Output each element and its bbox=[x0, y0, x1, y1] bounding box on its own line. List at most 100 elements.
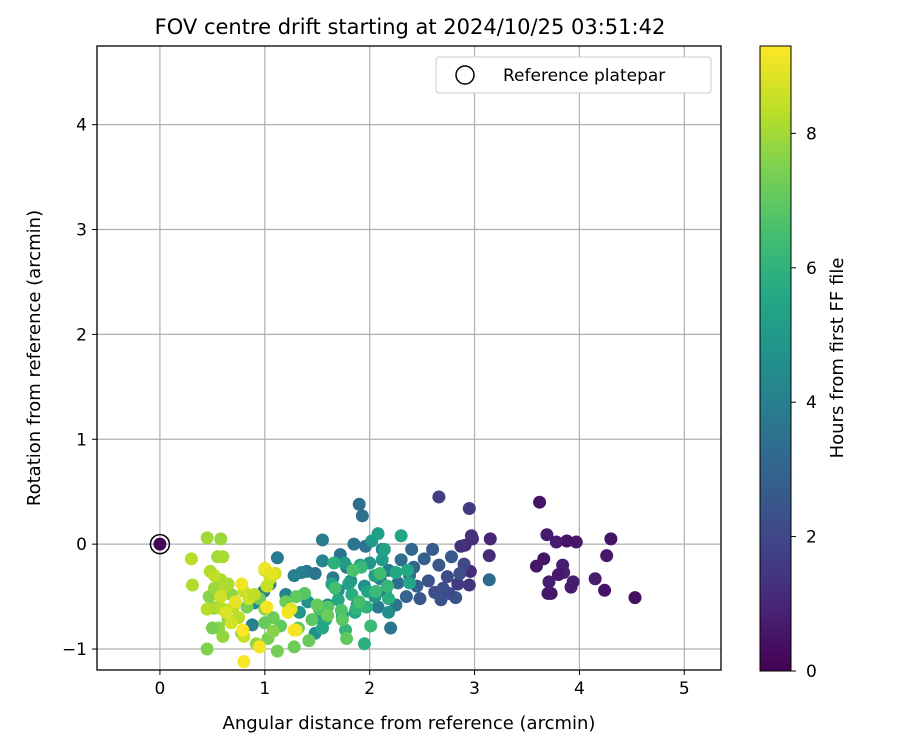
data-point bbox=[482, 549, 496, 563]
data-point bbox=[287, 623, 301, 637]
x-tick-label: 5 bbox=[679, 679, 690, 699]
data-point bbox=[482, 573, 496, 587]
data-point bbox=[364, 619, 378, 633]
data-point bbox=[270, 551, 284, 565]
data-point bbox=[451, 577, 465, 591]
colorbar-label: Hours from first FF file bbox=[827, 258, 848, 459]
data-point bbox=[400, 563, 414, 577]
data-point bbox=[421, 574, 435, 588]
data-point bbox=[214, 532, 228, 546]
data-point bbox=[228, 595, 242, 609]
data-point bbox=[483, 532, 497, 546]
y-axis-label: Rotation from reference (arcmin) bbox=[24, 210, 45, 506]
data-point bbox=[281, 605, 295, 619]
data-point bbox=[346, 563, 360, 577]
colorbar-tick-label: 6 bbox=[806, 259, 817, 279]
data-point bbox=[184, 552, 198, 566]
data-point bbox=[384, 621, 398, 635]
data-point bbox=[315, 621, 329, 635]
colorbar: 0 2 4 6 8 Hours from first FF file bbox=[759, 45, 848, 682]
data-point bbox=[541, 586, 555, 600]
data-point bbox=[328, 581, 342, 595]
data-point bbox=[454, 539, 468, 553]
data-point bbox=[310, 598, 324, 612]
data-point bbox=[542, 575, 556, 589]
y-tick-label: −1 bbox=[62, 640, 87, 660]
data-point bbox=[305, 613, 319, 627]
data-point bbox=[264, 567, 278, 581]
data-point bbox=[270, 644, 284, 658]
data-point bbox=[287, 640, 301, 654]
data-point bbox=[352, 595, 366, 609]
data-point bbox=[352, 497, 366, 511]
legend: Reference platepar bbox=[435, 56, 712, 94]
data-point bbox=[533, 495, 547, 509]
data-point bbox=[413, 592, 427, 606]
colorbar-tick-label: 4 bbox=[806, 393, 817, 413]
data-point bbox=[200, 531, 214, 545]
data-point bbox=[462, 578, 476, 592]
data-point bbox=[394, 553, 408, 567]
data-point bbox=[371, 527, 385, 541]
x-tick-label: 1 bbox=[259, 679, 270, 699]
data-point bbox=[405, 542, 419, 556]
colorbar-ticks: 0 2 4 6 8 bbox=[791, 124, 817, 682]
data-point bbox=[237, 655, 251, 669]
data-point bbox=[394, 529, 408, 543]
data-point bbox=[340, 632, 354, 646]
data-point bbox=[588, 572, 602, 586]
first-data-point bbox=[153, 537, 167, 551]
data-point bbox=[347, 537, 361, 551]
data-point bbox=[560, 534, 574, 548]
reference-marker bbox=[149, 533, 171, 555]
data-point bbox=[185, 578, 199, 592]
data-point bbox=[260, 600, 274, 614]
legend-marker-icon bbox=[455, 65, 475, 85]
reference-platepar-marker bbox=[149, 533, 171, 555]
data-point bbox=[375, 553, 389, 567]
data-point bbox=[381, 579, 395, 593]
data-point bbox=[432, 558, 446, 572]
data-point bbox=[399, 590, 413, 604]
data-point bbox=[200, 642, 214, 656]
data-point bbox=[628, 591, 642, 605]
data-point bbox=[221, 577, 235, 591]
data-point bbox=[529, 559, 543, 573]
data-point bbox=[321, 608, 335, 622]
data-point bbox=[245, 618, 259, 632]
data-point bbox=[464, 529, 478, 543]
x-axis-label: Angular distance from reference (arcmin) bbox=[223, 713, 596, 734]
data-point bbox=[453, 567, 467, 581]
data-point bbox=[315, 533, 329, 547]
data-point bbox=[569, 535, 583, 549]
data-point bbox=[440, 570, 454, 584]
data-point bbox=[287, 569, 301, 583]
data-point bbox=[207, 569, 221, 583]
y-axis-ticks: −1 0 1 2 3 4 bbox=[62, 116, 97, 660]
data-point bbox=[355, 509, 369, 523]
data-point bbox=[200, 602, 214, 616]
data-point bbox=[216, 550, 230, 564]
y-tick-label: 1 bbox=[76, 430, 87, 450]
data-point bbox=[357, 637, 371, 651]
data-point bbox=[260, 579, 274, 593]
data-point bbox=[382, 605, 396, 619]
x-axis-ticks: 0 1 2 3 4 5 bbox=[155, 670, 690, 699]
data-point bbox=[549, 535, 563, 549]
data-point bbox=[331, 593, 345, 607]
data-point bbox=[302, 634, 316, 648]
y-tick-label: 3 bbox=[76, 221, 87, 241]
data-point bbox=[289, 590, 303, 604]
y-tick-label: 0 bbox=[76, 535, 87, 555]
data-point bbox=[371, 600, 385, 614]
x-tick-label: 4 bbox=[574, 679, 585, 699]
data-point bbox=[444, 550, 458, 564]
data-point bbox=[551, 568, 565, 582]
x-tick-label: 2 bbox=[364, 679, 375, 699]
legend-entry-reference-platepar: Reference platepar bbox=[503, 66, 665, 86]
colorbar-tick-label: 8 bbox=[806, 124, 817, 144]
data-point bbox=[342, 577, 356, 591]
data-point bbox=[315, 554, 329, 568]
data-point bbox=[236, 623, 250, 637]
data-point bbox=[327, 556, 341, 570]
